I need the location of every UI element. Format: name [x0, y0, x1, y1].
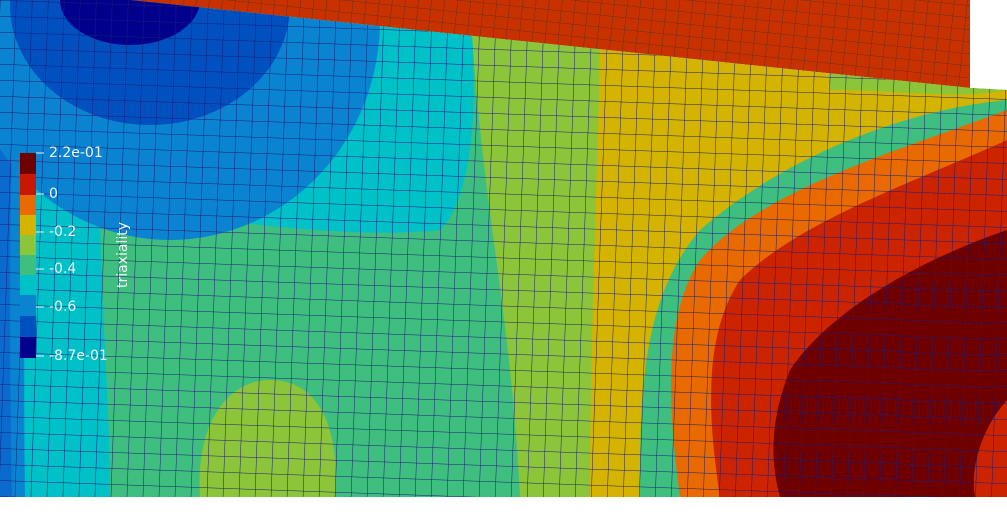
colorbar-title: triaxiality	[115, 222, 131, 288]
colorbar-tick-label: -8.7e-01	[49, 348, 108, 364]
colorbar-tick-label: 2.2e-01	[49, 145, 103, 161]
colorbar-tick-label: -0.2	[49, 224, 76, 240]
colorbar-tick-label: -0.6	[49, 299, 76, 315]
colorbar-tick-label: 0	[49, 186, 58, 202]
colorbar: 2.2e-01 0 -0.2 -0.4 -0.6 -8.7e-01 triaxi…	[20, 145, 131, 364]
colorbar-tick-label: -0.4	[49, 261, 76, 277]
